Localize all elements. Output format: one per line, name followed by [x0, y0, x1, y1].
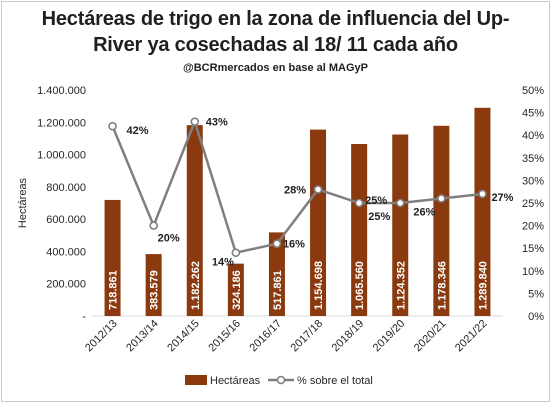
- line-point: [478, 189, 487, 199]
- bar-data-label: 1.154.698: [313, 261, 325, 310]
- y-tick-label: 600.000: [46, 214, 86, 226]
- legend-swatch-hectareas: [185, 375, 207, 385]
- y-tick-label: 800.000: [46, 182, 86, 194]
- y2-tick-label: 40%: [522, 130, 544, 142]
- bar-hectareas: [351, 143, 368, 316]
- line-data-label: 27%: [491, 192, 513, 204]
- x-tick-label: 2014/15: [165, 318, 202, 355]
- bar-data-label: 1.178.346: [436, 261, 448, 310]
- legend-label-pct: % sobre el total: [297, 375, 373, 387]
- x-tick-label: 2021/22: [453, 318, 490, 355]
- bar-hectareas: [268, 232, 285, 316]
- y2-tick-label: 50%: [522, 85, 544, 97]
- line-point: [437, 194, 446, 203]
- line-point: [190, 117, 200, 126]
- bar-data-label: 517.861: [272, 270, 284, 310]
- legend-swatch-pct-marker: [276, 375, 286, 385]
- y2-tick-label: 45%: [522, 108, 544, 120]
- y-tick-label: 400.000: [46, 246, 86, 258]
- x-tick-label: 2018/19: [330, 318, 367, 355]
- bar-data-label: 1.124.352: [395, 261, 407, 310]
- chart-title: Hectáreas de trigo en la zona de influen…: [0, 6, 551, 58]
- bar-hectareas: [227, 263, 244, 316]
- line-data-label: 16%: [283, 239, 305, 251]
- line-data-label: 20%: [158, 233, 180, 245]
- x-tick-label: 2019/20: [371, 318, 408, 355]
- line-point: [149, 221, 158, 230]
- y2-tick-label: 15%: [522, 243, 544, 255]
- y2-tick-label: 0%: [528, 311, 544, 323]
- bar-data-label: 383.579: [149, 270, 161, 310]
- line-point: [108, 121, 117, 131]
- line-data-label: 42%: [127, 125, 149, 137]
- x-tick-label: 2020/21: [412, 318, 449, 355]
- line-data-label: 28%: [284, 184, 306, 196]
- y2-tick-label: 20%: [522, 221, 544, 233]
- line-data-label: 26%: [413, 206, 435, 218]
- bar-data-label: 1.289.840: [477, 261, 489, 310]
- line-point: [354, 198, 364, 208]
- y2-tick-label: 35%: [522, 153, 544, 165]
- line-point: [272, 239, 282, 248]
- y-axis-title: Hectáreas: [17, 177, 29, 228]
- bar-data-label: 1.182.262: [190, 261, 202, 310]
- x-tick-label: 2015/16: [206, 318, 243, 355]
- line-data-label: 14%: [212, 257, 234, 269]
- bar-hectareas: [186, 125, 203, 316]
- x-tick-label: 2016/17: [247, 318, 284, 355]
- bar-hectareas: [433, 125, 450, 317]
- x-tick-label: 2017/18: [289, 318, 326, 355]
- line-data-label: 25%: [365, 195, 387, 207]
- chart-title-line1: Hectáreas de trigo en la zona de influen…: [41, 8, 510, 30]
- line-data-label: 43%: [206, 117, 228, 129]
- line-point: [231, 248, 241, 258]
- line-point: [313, 185, 323, 194]
- y-tick-label: 200.000: [46, 279, 86, 291]
- bar-hectareas: [104, 199, 121, 316]
- line-pct-total: [111, 117, 483, 255]
- line-data-label: 25%: [368, 211, 390, 223]
- bar-hectareas: [392, 134, 409, 316]
- x-tick-label: 2013/14: [124, 318, 161, 355]
- y-tick-label: -: [82, 311, 86, 323]
- y2-tick-label: 30%: [522, 175, 544, 187]
- y2-tick-label: 25%: [522, 198, 544, 210]
- legend-label-hectareas: Hectáreas: [210, 375, 261, 387]
- y2-tick-label: 5%: [528, 288, 544, 300]
- bar-data-label: 324.186: [231, 270, 243, 310]
- chart-subtitle: @BCRmercados en base al MAGyP: [183, 62, 368, 74]
- bar-hectareas: [145, 254, 162, 316]
- chart-title-line2: River ya cosechadas al 18/ 11 cada año: [93, 34, 458, 56]
- y-tick-label: 1.400.000: [37, 85, 86, 97]
- y-tick-label: 1.200.000: [37, 117, 86, 129]
- y-tick-label: 1.000.000: [37, 150, 86, 162]
- bar-hectareas: [474, 107, 491, 316]
- y2-tick-label: 10%: [522, 266, 544, 278]
- x-tick-label: 2012/13: [83, 318, 120, 355]
- bar-data-label: 1.065.560: [354, 261, 366, 310]
- line-point: [395, 198, 405, 208]
- bar-data-label: 718.861: [108, 270, 120, 310]
- bar-hectareas: [310, 129, 327, 316]
